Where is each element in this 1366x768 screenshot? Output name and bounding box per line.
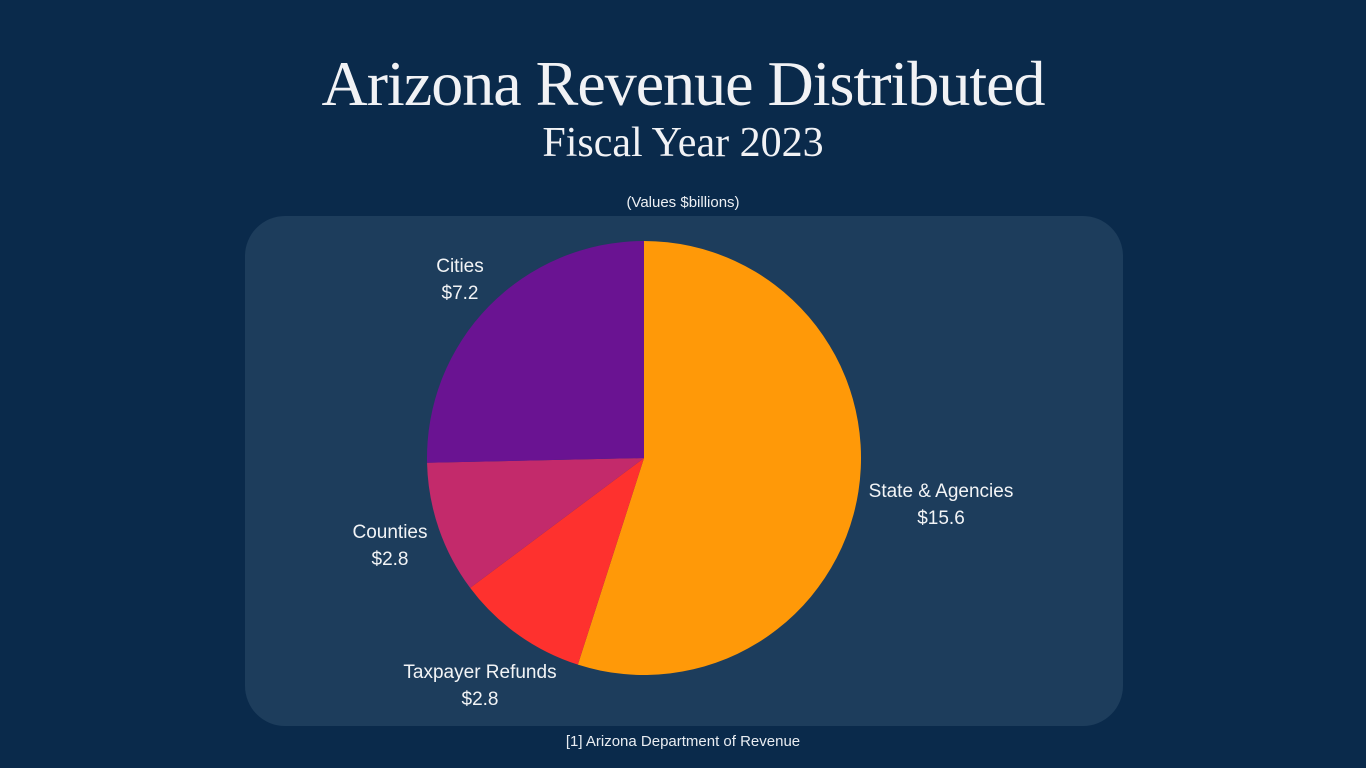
units-note: (Values $billions) xyxy=(626,194,740,211)
page-title: Arizona Revenue Distributed xyxy=(321,48,1046,119)
pie-slice-counties xyxy=(427,458,644,588)
pie-slice-cities xyxy=(426,241,644,463)
pie-slice-state-agencies xyxy=(577,241,862,675)
pie-slice-taxpayer-refunds xyxy=(470,458,644,665)
slice-value-text: $2.8 xyxy=(371,549,409,570)
slice-label-state-agencies: State & Agencies $15.6 xyxy=(853,478,1029,532)
slice-label-taxpayer-refunds: Taxpayer Refunds $2.8 xyxy=(393,659,567,713)
slice-value-text: $15.6 xyxy=(917,508,965,529)
pie-chart xyxy=(426,241,862,675)
slice-label-text: State & Agencies xyxy=(868,481,1014,502)
slice-label-cities: Cities $7.2 xyxy=(385,253,535,307)
title-block: Arizona Revenue Distributed Fiscal Year … xyxy=(0,50,1366,168)
slice-value-text: $7.2 xyxy=(441,283,479,304)
slice-value-text: $2.8 xyxy=(461,689,499,710)
page-subtitle: Fiscal Year 2023 xyxy=(542,120,824,166)
slice-label-counties: Counties $2.8 xyxy=(315,519,465,573)
slice-label-text: Taxpayer Refunds xyxy=(403,662,557,683)
source-citation: [1] Arizona Department of Revenue xyxy=(565,733,801,750)
slice-label-text: Counties xyxy=(352,522,428,543)
slice-label-text: Cities xyxy=(436,256,484,277)
